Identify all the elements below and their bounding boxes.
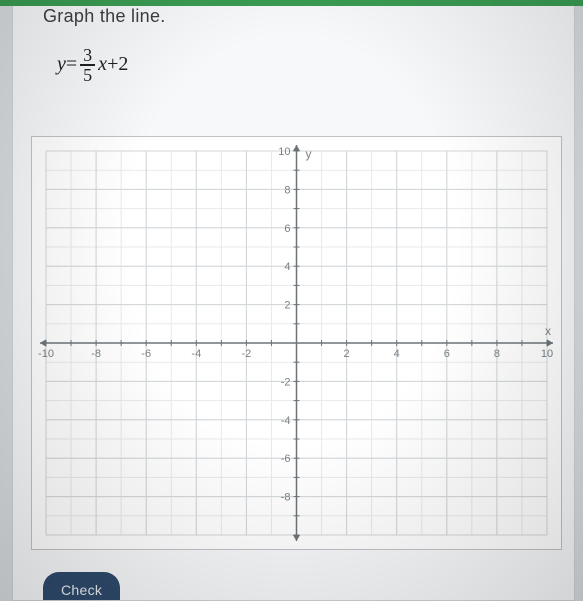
equation-plus: + [107, 53, 118, 76]
equation-constant: 2 [118, 53, 128, 76]
svg-text:4: 4 [394, 348, 400, 360]
svg-text:-6: -6 [141, 348, 151, 360]
svg-text:8: 8 [284, 184, 290, 196]
coordinate-grid[interactable]: y x -10 -8 -6 -4 -2 2 4 6 8 10 2 4 6 8 10 -2 -4 -6 -8 [31, 136, 562, 550]
equation-equals: = [66, 53, 77, 76]
graph-svg[interactable]: y x -10 -8 -6 -4 -2 2 4 6 8 10 2 4 6 8 10 -2 -4 -6 -8 [32, 137, 561, 549]
svg-text:-2: -2 [242, 348, 252, 360]
svg-text:-8: -8 [91, 348, 101, 360]
equation-fraction: 3 5 [80, 46, 95, 84]
svg-text:-8: -8 [281, 492, 291, 504]
svg-text:8: 8 [494, 348, 500, 360]
svg-text:-4: -4 [281, 415, 291, 427]
svg-text:-10: -10 [38, 348, 54, 360]
svg-text:-2: -2 [281, 376, 291, 388]
svg-text:y: y [306, 147, 312, 161]
check-button-label: Check [61, 582, 102, 598]
svg-text:4: 4 [284, 261, 290, 273]
svg-text:10: 10 [278, 146, 290, 158]
svg-text:2: 2 [344, 348, 350, 360]
equation-lhs-var: y [57, 53, 66, 76]
equation-frac-denominator: 5 [80, 66, 95, 84]
equation-display: y = 3 5 x + 2 [57, 46, 128, 84]
instruction-text: Graph the line. [43, 6, 166, 27]
check-button[interactable]: Check [43, 572, 120, 600]
problem-panel: Graph the line. y = 3 5 x + 2 y x -10 -8 -6 -… [12, 6, 575, 601]
svg-text:x: x [545, 324, 551, 338]
svg-text:-4: -4 [191, 348, 201, 360]
svg-text:10: 10 [541, 348, 553, 360]
svg-text:6: 6 [444, 348, 450, 360]
equation-frac-numerator: 3 [80, 46, 95, 64]
equation-rhs-var: x [98, 53, 107, 76]
svg-text:-6: -6 [281, 453, 291, 465]
svg-text:2: 2 [284, 300, 290, 312]
svg-text:6: 6 [284, 223, 290, 235]
